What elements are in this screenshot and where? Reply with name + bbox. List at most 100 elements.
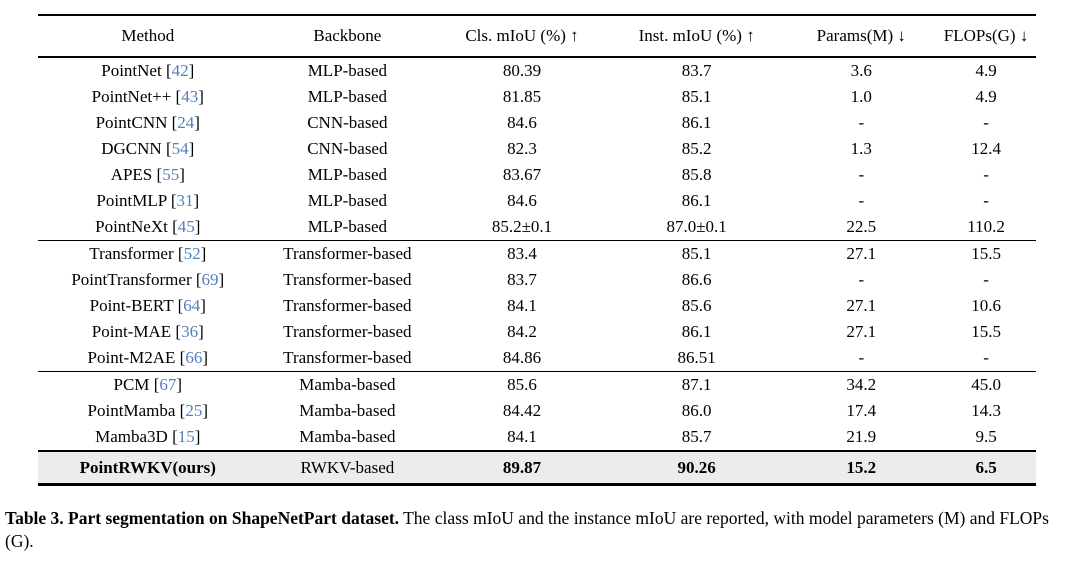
cell-flops: 6.5 xyxy=(936,450,1036,485)
cell-backbone: Transformer-based xyxy=(283,296,412,315)
cell-inst-miou: 85.7 xyxy=(681,427,712,446)
table-row: PointMLP [31] MLP-based 84.6 86.1 - - xyxy=(38,188,1036,214)
cell-flops: 45.0 xyxy=(936,371,1036,398)
cell-method: PointMamba [25] xyxy=(87,401,208,420)
cell-cls-miou: 89.87 xyxy=(437,450,607,485)
citation-link[interactable]: 54 xyxy=(171,139,189,158)
table-row: PointNeXt [45] MLP-based 85.2±0.1 87.0±0.1 2… xyxy=(38,214,1036,241)
cell-params: - xyxy=(858,165,865,184)
cell-method: DGCNN [54] xyxy=(101,139,195,158)
cell-flops: - xyxy=(983,113,989,132)
table-row: PointTransformer [69] Transformer-based 83… xyxy=(38,267,1036,293)
cell-cls-miou: 83.67 xyxy=(502,165,542,184)
citation-link[interactable]: 15 xyxy=(177,427,195,446)
cell-params: 3.6 xyxy=(850,61,872,80)
citation-link[interactable]: 55 xyxy=(162,165,180,184)
cell-backbone: MLP-based xyxy=(307,191,388,210)
cell-params: 1.3 xyxy=(850,139,872,158)
column-header: Inst. mIoU (%) ↑ xyxy=(638,26,755,45)
cell-method: PointMLP [31] xyxy=(96,191,200,210)
column-header: Method xyxy=(121,26,175,45)
cell-cls-miou: 84.6 xyxy=(507,113,537,132)
cell-cls-miou: 84.42 xyxy=(502,401,542,420)
cell-method: PCM [67] xyxy=(38,371,258,398)
citation-link[interactable]: 42 xyxy=(171,61,189,80)
cell-params: 22.5 xyxy=(846,217,877,236)
column-header: Params(M) ↓ xyxy=(816,26,906,45)
cell-inst-miou: 87.1 xyxy=(606,371,787,398)
cell-method: PointNeXt [45] xyxy=(95,217,201,236)
table-row: Point-M2AE [66] Transformer-based 84.86 86.… xyxy=(38,345,1036,372)
cell-cls-miou: 84.1 xyxy=(507,296,537,315)
cell-cls-miou: 81.85 xyxy=(502,87,542,106)
table-row: APES [55] MLP-based 83.67 85.8 - - xyxy=(38,162,1036,188)
citation-link[interactable]: 24 xyxy=(177,113,195,132)
cell-flops: 15.5 xyxy=(936,240,1036,267)
caption-body: The class mIoU and the instance mIoU are… xyxy=(5,508,1049,551)
cell-inst-miou: 85.1 xyxy=(681,87,712,106)
cell-backbone: MLP-based xyxy=(307,217,388,236)
cell-backbone: CNN-based xyxy=(307,113,388,132)
cell-params: 1.0 xyxy=(850,87,872,106)
cell-method: Transformer [52] xyxy=(38,240,258,267)
table-row: Mamba3D [15] Mamba-based 84.1 85.7 21.9 9.5 xyxy=(38,424,1036,451)
cell-method: Point-BERT [64] xyxy=(89,296,206,315)
cell-backbone: Transformer-based xyxy=(283,348,412,367)
column-header: Backbone xyxy=(313,26,382,45)
cell-params: 15.2 xyxy=(786,450,937,485)
citation-link[interactable]: 52 xyxy=(183,244,201,263)
cell-params: - xyxy=(858,270,865,289)
citation-link[interactable]: 31 xyxy=(176,191,194,210)
cell-cls-miou: 84.6 xyxy=(507,191,537,210)
cell-flops: 4.9 xyxy=(975,61,997,80)
cell-cls-miou: 83.4 xyxy=(437,240,607,267)
cell-flops: 110.2 xyxy=(967,217,1005,236)
column-header: FLOPs(G) ↓ xyxy=(943,26,1029,45)
cell-cls-miou: 84.86 xyxy=(502,348,542,367)
cell-inst-miou: 86.1 xyxy=(681,191,712,210)
cell-flops: 15.5 xyxy=(971,322,1001,341)
table-row: Point-MAE [36] Transformer-based 84.2 86.1 2… xyxy=(38,319,1036,345)
cell-inst-miou: 86.0 xyxy=(681,401,712,420)
table-row: PointNet [42] MLP-based 80.39 83.7 3.6 4.9 xyxy=(38,57,1036,84)
citation-link[interactable]: 36 xyxy=(181,322,199,341)
cell-backbone: Mamba-based xyxy=(257,371,438,398)
cell-flops: 9.5 xyxy=(975,427,997,446)
citation-link[interactable]: 43 xyxy=(181,87,199,106)
cell-method: Mamba3D [15] xyxy=(95,427,201,446)
cell-flops: - xyxy=(983,191,989,210)
cell-backbone: MLP-based xyxy=(307,87,388,106)
cell-cls-miou: 83.7 xyxy=(507,270,537,289)
table-row: DGCNN [54] CNN-based 82.3 85.2 1.3 12.4 xyxy=(38,136,1036,162)
cell-backbone: Mamba-based xyxy=(299,401,396,420)
cell-inst-miou: 86.51 xyxy=(677,348,716,367)
cell-flops: - xyxy=(983,270,989,289)
cell-method: Point-M2AE [66] xyxy=(87,348,208,367)
cell-flops: - xyxy=(983,348,989,367)
table-row: PointMamba [25] Mamba-based 84.42 86.0 17.4 1… xyxy=(38,398,1036,424)
cell-backbone: CNN-based xyxy=(307,139,388,158)
cell-method: APES [55] xyxy=(110,165,185,184)
header-row: Method Backbone Cls. mIoU (%) ↑ Inst. mIoU … xyxy=(38,15,1036,57)
cell-inst-miou: 85.8 xyxy=(681,165,712,184)
cell-cls-miou: 84.1 xyxy=(507,427,537,446)
citation-link[interactable]: 45 xyxy=(177,217,195,236)
cell-inst-miou: 85.6 xyxy=(681,296,712,315)
cell-flops: 4.9 xyxy=(975,87,997,106)
cell-method: Point-MAE [36] xyxy=(91,322,204,341)
citation-link[interactable]: 25 xyxy=(185,401,203,420)
cell-flops: - xyxy=(983,165,989,184)
citation-link[interactable]: 69 xyxy=(201,270,219,289)
cell-method: PointRWKV(ours) xyxy=(38,450,258,485)
table-header: Method Backbone Cls. mIoU (%) ↑ Inst. mIoU … xyxy=(38,15,1036,57)
cell-params: 17.4 xyxy=(846,401,877,420)
citation-link[interactable]: 66 xyxy=(185,348,203,367)
table-row: PCM [67] Mamba-based 85.6 87.1 34.2 45.0 xyxy=(38,371,1036,398)
cell-backbone: MLP-based xyxy=(307,165,388,184)
citation-link[interactable]: 64 xyxy=(183,296,201,315)
citation-link[interactable]: 67 xyxy=(159,375,177,394)
cell-method: PointNet++ [43] xyxy=(91,87,204,106)
table-row: PointCNN [24] CNN-based 84.6 86.1 - - xyxy=(38,110,1036,136)
cell-inst-miou: 86.6 xyxy=(681,270,712,289)
